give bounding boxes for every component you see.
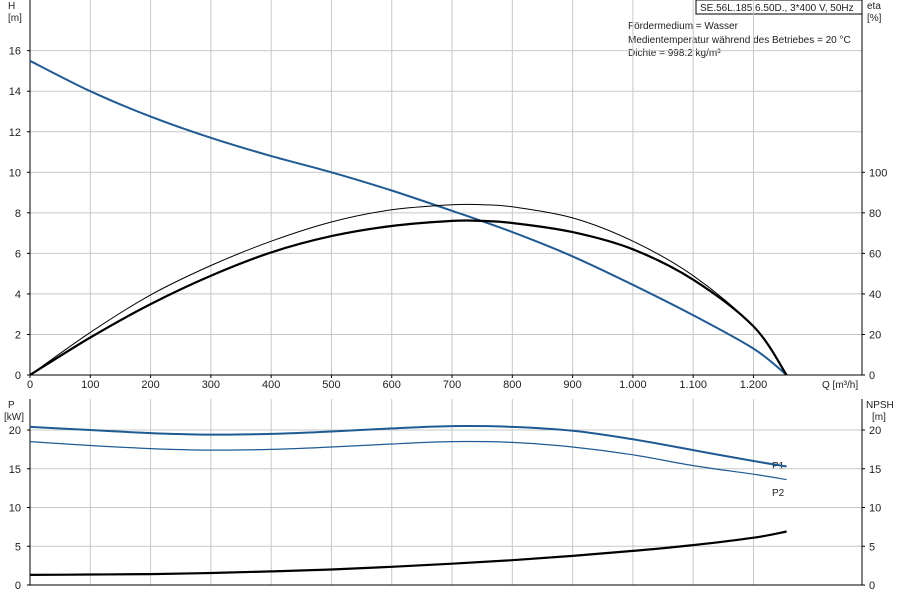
tick-label-x-6: 600 (383, 379, 401, 391)
tick-label-right-0-5: 100 (869, 167, 887, 179)
tick-label-x-4: 400 (262, 379, 280, 391)
info-line-medium: Fördermedium = Wasser (628, 21, 739, 32)
tick-label-x-5: 500 (322, 379, 340, 391)
series-line-1-0 (29, 425, 787, 468)
tick-label-left-0-2: 4 (15, 289, 21, 301)
series-line-1-1 (29, 440, 787, 481)
tick-label-right-1-2: 10 (869, 503, 881, 515)
top-right-axis-name: eta (867, 1, 881, 12)
tick-label-right-0-4: 80 (869, 208, 881, 220)
tick-label-left-1-2: 10 (9, 503, 21, 515)
tick-label-right-1-1: 5 (869, 541, 875, 553)
grid-layer (30, 0, 862, 585)
tick-label-left-0-3: 6 (15, 248, 21, 260)
tick-label-left-0-5: 10 (9, 167, 21, 179)
tick-label-x-1: 100 (81, 379, 99, 391)
tick-label-left-0-8: 16 (9, 46, 21, 58)
tick-label-x-7: 700 (443, 379, 461, 391)
axes-layer (27, 0, 865, 586)
tick-label-x-2: 200 (141, 379, 159, 391)
info-line-temperature: Medientemperatur während des Betriebes =… (628, 35, 851, 46)
tick-label-left-1-1: 5 (15, 541, 21, 553)
bottom-right-axis-unit: [m] (872, 412, 886, 423)
tick-label-right-1-0: 0 (869, 580, 875, 592)
tick-label-x-8: 800 (503, 379, 521, 391)
tick-label-right-0-0: 0 (869, 370, 875, 382)
bottom-left-axis-name: P (8, 400, 15, 411)
tick-label-x-11: 1.100 (679, 379, 707, 391)
series-line-0-2 (29, 219, 788, 376)
bottom-left-axis-unit: [kW] (4, 412, 24, 423)
tick-label-left-0-4: 8 (15, 208, 21, 220)
top-left-axis-unit: [m] (8, 13, 22, 24)
tick-label-right-0-3: 60 (869, 248, 881, 260)
tick-label-left-0-7: 14 (9, 86, 21, 98)
tick-label-x-3: 300 (202, 379, 220, 391)
tick-label-x-12: 1.200 (740, 379, 768, 391)
tick-label-left-1-3: 15 (9, 464, 21, 476)
series-label-p2: P2 (772, 488, 785, 499)
tick-label-left-0-6: 12 (9, 127, 21, 139)
series-line-0-1 (29, 203, 788, 376)
tick-label-x-9: 900 (563, 379, 581, 391)
series-layer (29, 59, 788, 576)
info-line-density: Dichte = 998.2 kg/m³ (628, 48, 721, 59)
tick-label-right-0-1: 20 (869, 329, 881, 341)
top-left-axis-name: H (8, 1, 15, 12)
tick-label-right-1-3: 15 (869, 464, 881, 476)
tick-label-left-0-1: 2 (15, 329, 21, 341)
top-right-axis-unit: [%] (867, 13, 882, 24)
tick-label-left-0-0: 0 (15, 370, 21, 382)
tick-label-right-1-4: 20 (869, 425, 881, 437)
series-line-1-2 (29, 530, 787, 576)
tick-label-x-0: 0 (27, 379, 33, 391)
tick-label-right-0-2: 40 (869, 289, 881, 301)
title-box-text: SE.56L.185.6.50D., 3*400 V, 50Hz (700, 3, 854, 14)
tick-label-x-10: 1.000 (619, 379, 647, 391)
tick-label-left-1-0: 0 (15, 580, 21, 592)
tick-label-left-1-4: 20 (9, 425, 21, 437)
bottom-right-axis-name: NPSH (866, 400, 894, 411)
series-label-p1: P1 (772, 461, 785, 472)
top-x-axis-title: Q [m³/h] (822, 380, 858, 391)
series-line-0-0 (29, 59, 788, 376)
